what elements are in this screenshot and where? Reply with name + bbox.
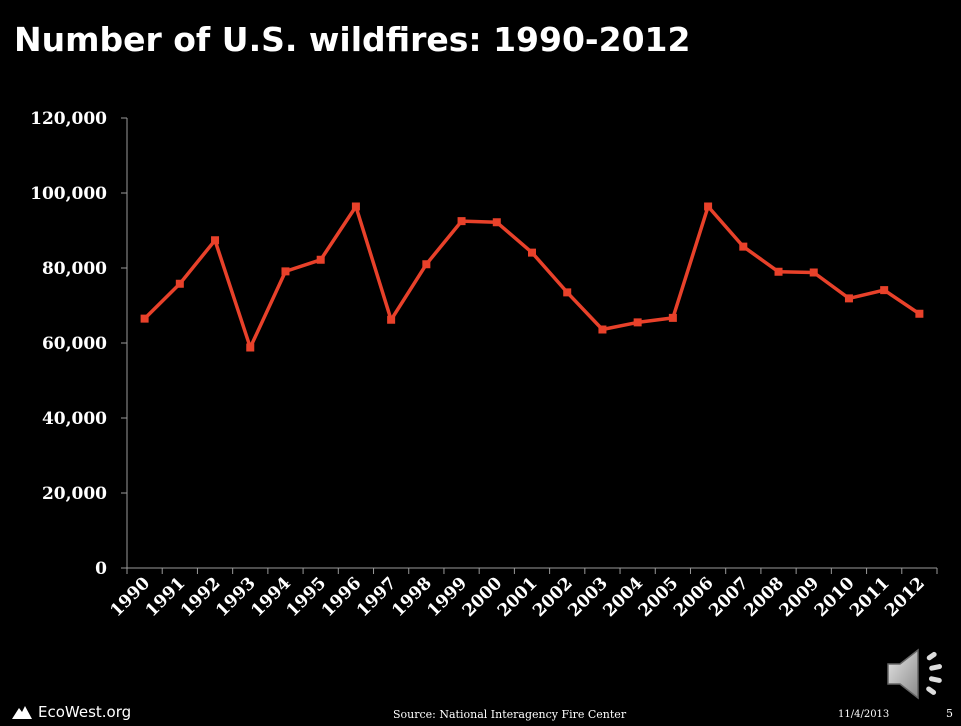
x-tick-label: 1995 — [283, 573, 331, 621]
y-tick-labels: 0 20,000 40,000 60,000 80,000 100,000 120,000 — [30, 109, 107, 579]
x-tick-label: 2003 — [564, 573, 612, 621]
x-tick-label: 1991 — [142, 573, 190, 621]
slide-date: 11/4/2013 — [838, 709, 890, 720]
data-point — [844, 294, 853, 303]
data-point — [739, 242, 748, 251]
data-point — [422, 260, 431, 269]
logo-text: EcoWest.org — [38, 703, 132, 721]
speaker-icon[interactable] — [884, 646, 950, 702]
x-tick-label: 1997 — [353, 573, 401, 621]
series-line — [143, 204, 921, 350]
x-tick-label: 2005 — [635, 573, 683, 621]
y-tick-label: 20,000 — [42, 484, 107, 504]
y-tick-label: 60,000 — [42, 334, 107, 354]
data-point — [809, 268, 818, 277]
x-tick-label: 2006 — [670, 573, 718, 621]
ecowest-logo[interactable]: EcoWest.org — [12, 703, 131, 721]
y-tick-label: 40,000 — [42, 409, 107, 429]
x-tick-label: 2009 — [776, 573, 824, 621]
data-point — [246, 343, 255, 352]
data-point — [633, 318, 642, 327]
x-tick-label: 2011 — [846, 573, 894, 621]
x-tick-label: 1993 — [212, 573, 260, 621]
x-tick-label: 1999 — [423, 573, 471, 621]
x-tick-label: 1998 — [388, 573, 436, 621]
data-point — [880, 286, 889, 295]
x-tick-label: 1992 — [177, 573, 225, 621]
x-tick-label: 2000 — [459, 573, 507, 621]
source-note: Source: National Interagency Fire Center — [393, 708, 627, 721]
x-tick-label: 2008 — [740, 573, 788, 621]
x-tick-labels: 1990199119921993199419951996199719981999… — [107, 573, 929, 621]
series-group — [140, 202, 924, 352]
data-point — [563, 288, 572, 297]
x-tick-label: 1990 — [107, 573, 155, 621]
x-tick-label: 2007 — [705, 573, 753, 621]
y-tick-label: 120,000 — [30, 109, 107, 129]
x-tick-label: 2012 — [881, 573, 929, 621]
data-point — [387, 315, 396, 324]
page-number: 5 — [946, 707, 953, 720]
data-point — [351, 202, 360, 211]
data-point — [316, 255, 325, 264]
data-point — [211, 236, 220, 245]
slide-title: Number of U.S. wildfires: 1990-2012 — [14, 20, 691, 59]
data-point — [704, 202, 713, 211]
x-tick-label: 1996 — [318, 573, 366, 621]
data-point — [668, 313, 677, 322]
x-tick-label: 2004 — [600, 573, 648, 621]
x-tick-label: 1994 — [247, 573, 295, 621]
y-tick-label: 0 — [95, 559, 107, 579]
x-tick-label: 2002 — [529, 573, 577, 621]
y-tick-label: 80,000 — [42, 259, 107, 279]
y-tick-label: 100,000 — [30, 184, 107, 204]
data-point — [774, 267, 783, 276]
data-point — [175, 279, 184, 288]
chart-axes — [121, 117, 938, 574]
data-point — [492, 218, 501, 227]
x-tick-label: 2001 — [494, 573, 542, 621]
x-tick-label: 2010 — [811, 573, 859, 621]
data-point — [915, 309, 924, 318]
data-point — [281, 267, 290, 276]
mountain-logo-icon — [12, 706, 32, 719]
data-point — [140, 314, 149, 323]
data-point — [457, 217, 466, 226]
data-point — [528, 248, 536, 257]
data-point — [598, 325, 607, 334]
